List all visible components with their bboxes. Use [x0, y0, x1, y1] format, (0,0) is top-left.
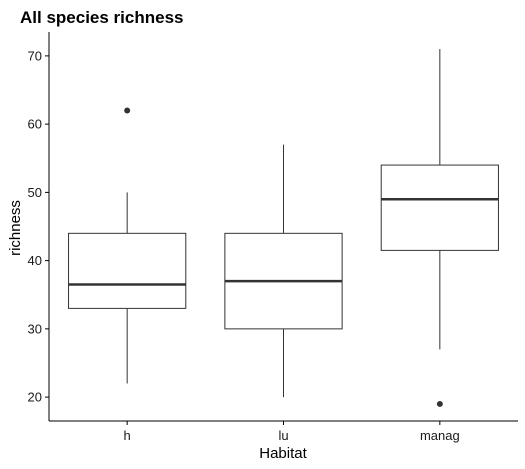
- y-tick-label: 60: [28, 117, 42, 132]
- y-tick-label: 70: [28, 48, 42, 63]
- y-tick-label: 30: [28, 321, 42, 336]
- x-tick-label: lu: [278, 428, 288, 443]
- plot-area: 20 30 40 50 60 70 h lu manag: [28, 32, 518, 443]
- y-tick-label: 50: [28, 185, 42, 200]
- y-tick-label: 20: [28, 390, 42, 405]
- x-tick-label: h: [124, 428, 131, 443]
- x-tick-label: manag: [420, 428, 460, 443]
- outlier-point: [436, 400, 443, 407]
- box-h: [68, 232, 187, 309]
- chart-title: All species richness: [20, 8, 183, 27]
- x-axis-title: Habitat: [259, 445, 307, 462]
- outlier-point: [124, 107, 131, 114]
- y-tick-label: 40: [28, 253, 42, 268]
- y-axis-title: richness: [7, 200, 24, 256]
- box-manag: [380, 164, 499, 251]
